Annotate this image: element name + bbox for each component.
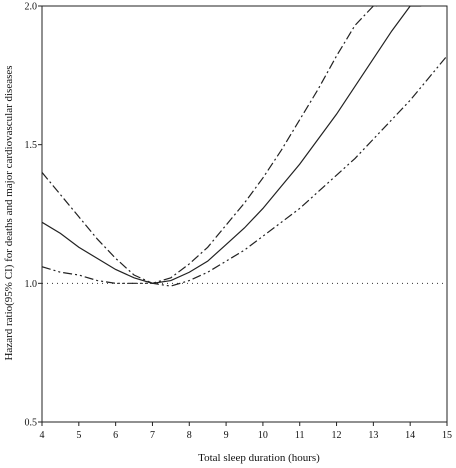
x-tick-label: 6 — [113, 430, 118, 441]
x-tick-label: 10 — [258, 430, 268, 441]
y-tick-label: 1.5 — [25, 140, 38, 151]
series-line-dash-dot-dot — [42, 55, 447, 287]
y-axis-title: Hazard ratio(95% CI) for deaths and majo… — [3, 65, 15, 360]
y-axis-title-group: Hazard ratio(95% CI) for deaths and majo… — [3, 65, 15, 360]
x-tick-label: 15 — [442, 430, 452, 441]
series-line-dash-dot — [42, 6, 378, 284]
x-axis-title: Total sleep duration (hours) — [198, 452, 320, 464]
x-tick-label: 9 — [224, 430, 229, 441]
x-tick-label: 7 — [150, 430, 155, 441]
y-tick-label: 0.5 — [25, 418, 38, 429]
x-tick-label: 12 — [332, 430, 342, 441]
x-tick-label: 4 — [40, 430, 45, 441]
y-tick-label: 2.0 — [25, 2, 38, 13]
x-tick-label: 14 — [405, 430, 415, 441]
y-tick-label: 1.0 — [25, 279, 38, 290]
x-tick-label: 5 — [76, 430, 81, 441]
series-line-solid — [42, 6, 422, 284]
x-tick-label: 11 — [295, 430, 305, 441]
plot-area: 4 5 6 7 8 9 10 11 12 13 14 15 0.5 1.0 1.5 2.0 — [25, 2, 453, 442]
plot-frame — [41, 5, 448, 423]
x-tick-label: 8 — [187, 430, 192, 441]
x-tick-label: 13 — [368, 430, 378, 441]
